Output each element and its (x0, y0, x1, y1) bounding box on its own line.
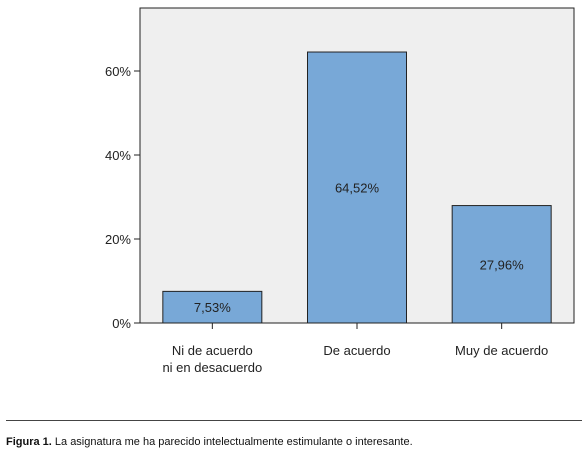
y-tick-label: 40% (105, 148, 131, 163)
caption-lead: Figura 1. (6, 436, 52, 448)
caption-divider (6, 420, 582, 421)
data-label: 64,52% (335, 181, 380, 196)
y-tick-label: 60% (105, 64, 131, 79)
bar (451, 205, 552, 324)
x-category-label: Muy de acuerdo (455, 343, 548, 358)
data-label: 27,96% (480, 257, 525, 272)
data-label: 7,53% (194, 300, 231, 315)
y-tick-label: 0% (112, 316, 131, 331)
figure-caption: Figura 1. La asignatura me ha parecido i… (6, 436, 582, 448)
x-category-label: Ni de acuerdo (172, 343, 253, 358)
bar-chart: 0% 20% 40% 60% 7,53% Ni de acuerdo ni en desa… (105, 7, 575, 375)
y-tick-label: 20% (105, 232, 131, 247)
bar (307, 51, 407, 324)
x-category-label: De acuerdo (323, 343, 390, 358)
bar (162, 290, 263, 324)
caption-text: La asignatura me ha parecido intelectual… (51, 436, 413, 448)
x-category-label: ni en desacuerdo (162, 360, 262, 375)
